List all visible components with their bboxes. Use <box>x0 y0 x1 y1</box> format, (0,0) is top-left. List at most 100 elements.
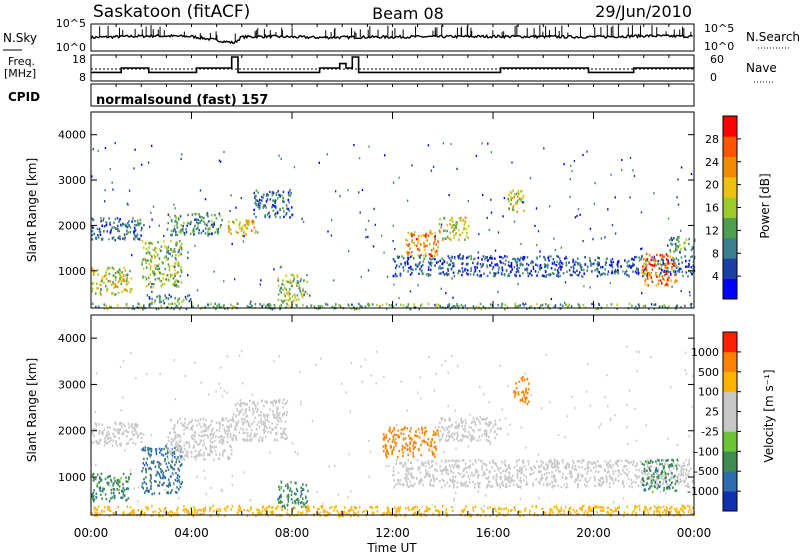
power-cell <box>131 277 133 279</box>
power-cell <box>106 278 108 280</box>
velocity-cell <box>465 467 467 469</box>
velocity-cell <box>658 485 660 487</box>
power-cell <box>151 145 152 147</box>
power-cell <box>169 269 171 271</box>
velocity-cell <box>194 435 196 437</box>
velocity-cell <box>605 475 607 477</box>
velocity-cell <box>115 429 117 431</box>
power-cell <box>102 276 104 278</box>
power-cell <box>450 260 451 262</box>
power-cell <box>564 302 565 304</box>
power-cell <box>579 214 580 216</box>
velocity-cell <box>676 480 678 482</box>
power-cell <box>409 248 411 250</box>
power-cell <box>416 238 418 240</box>
power-cell <box>676 249 678 251</box>
power-cell <box>105 285 107 287</box>
velocity-cell <box>510 481 512 483</box>
power-cell <box>661 269 663 271</box>
power-cell <box>626 274 628 276</box>
power-cell <box>133 231 135 233</box>
power-cell <box>400 275 402 277</box>
velocity-cell <box>672 465 674 467</box>
power-cell <box>673 271 674 273</box>
power-cell <box>576 270 578 272</box>
power-cell <box>418 284 419 286</box>
velocity-cell <box>294 501 296 503</box>
velocity-cell <box>112 433 114 435</box>
velocity-cell <box>222 443 224 445</box>
power-cell <box>476 266 478 268</box>
power-cell <box>154 273 156 275</box>
power-cell <box>502 262 504 264</box>
power-cell <box>552 272 554 274</box>
power-cell <box>403 269 405 271</box>
velocity-cell <box>575 478 577 480</box>
velocity-cell <box>684 481 686 483</box>
velocity-cell <box>178 458 180 460</box>
power-cell <box>578 208 579 210</box>
power-cell <box>657 263 659 265</box>
power-cell <box>648 273 650 275</box>
velocity-cell <box>114 497 116 499</box>
velocity-cell <box>171 466 173 468</box>
velocity-cell <box>203 454 205 456</box>
power-cell <box>353 144 354 146</box>
power-cell <box>108 267 110 269</box>
power-cell <box>124 289 126 291</box>
velocity-cell <box>642 472 644 474</box>
velocity-cell <box>137 433 139 435</box>
velocity-cell <box>673 462 675 464</box>
power-cell <box>556 264 558 266</box>
power-cell <box>598 303 600 305</box>
velocity-region <box>141 445 183 495</box>
velocity-cell <box>578 466 580 468</box>
power-cell <box>573 270 575 272</box>
velocity-cell <box>566 483 568 485</box>
power-cell <box>173 204 174 206</box>
velocity-cell <box>93 473 95 475</box>
velocity-cell <box>559 470 561 472</box>
power-cell <box>436 243 438 245</box>
velocity-cell <box>125 429 127 431</box>
power-cell <box>684 305 685 307</box>
velocity-cell <box>577 479 579 481</box>
power-cell <box>450 232 452 234</box>
power-cell <box>432 258 434 260</box>
power-cell <box>348 250 349 252</box>
velocity-cell <box>203 435 205 437</box>
velocity-cell <box>243 509 245 511</box>
velocity-cell <box>406 484 408 486</box>
power-cell <box>280 287 282 289</box>
power-cell <box>512 208 514 210</box>
velocity-cell <box>180 458 182 460</box>
power-cell <box>676 266 678 268</box>
power-cell <box>481 258 483 260</box>
power-cell <box>501 272 503 274</box>
velocity-cell <box>113 435 115 437</box>
power-cell <box>647 264 649 266</box>
velocity-cell <box>409 430 411 432</box>
power-cell <box>421 265 423 267</box>
power-cell <box>562 263 564 265</box>
velocity-cell <box>389 429 391 431</box>
power-cell <box>597 275 599 277</box>
velocity-cell <box>281 501 283 503</box>
power-cell <box>512 189 514 191</box>
power-cell <box>166 297 168 299</box>
power-cell <box>146 285 148 287</box>
power-cell <box>673 263 675 265</box>
velocity-cell <box>302 498 304 500</box>
velocity-cell <box>113 428 115 430</box>
power-colorbar-swatch <box>723 136 737 157</box>
velocity-cell <box>141 433 143 435</box>
power-cell <box>653 192 654 194</box>
velocity-cell <box>435 433 437 435</box>
velocity-cell <box>166 462 168 464</box>
power-cell <box>621 159 622 161</box>
power-cell <box>192 231 194 233</box>
velocity-cell <box>187 442 189 444</box>
power-cell <box>523 210 525 212</box>
power-cell <box>517 261 519 263</box>
velocity-cell <box>300 502 302 504</box>
